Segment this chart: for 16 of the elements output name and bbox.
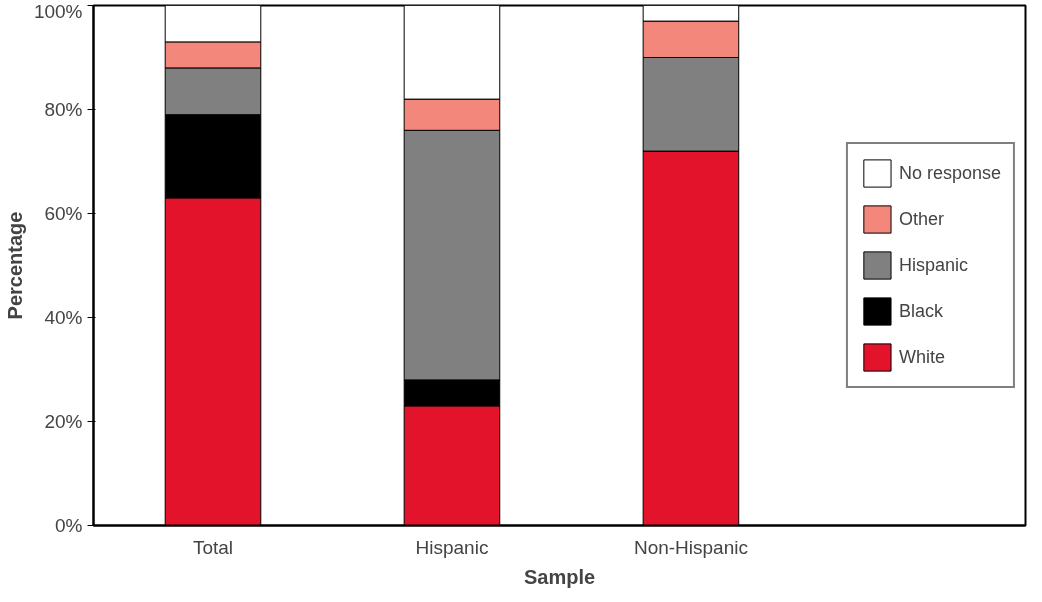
legend-label: Other bbox=[898, 208, 944, 230]
x-tick-label: Hispanic bbox=[415, 536, 489, 558]
y-tick-label: 100% bbox=[33, 0, 83, 22]
legend-label: Black bbox=[898, 300, 943, 322]
y-tick-label: 40% bbox=[44, 307, 83, 328]
legend-label: Hispanic bbox=[898, 254, 968, 276]
y-tick-label: 60% bbox=[44, 203, 83, 224]
x-tick-label: Total bbox=[192, 536, 234, 558]
y-tick-label: 0% bbox=[55, 515, 83, 536]
legend-label: White bbox=[898, 346, 945, 368]
legend-label: No response bbox=[898, 162, 1001, 184]
x-tick-label: Non-Hispanic bbox=[633, 536, 748, 558]
y-tick-label: 20% bbox=[44, 411, 83, 432]
y-tick-label: 80% bbox=[44, 99, 83, 120]
y-axis-title: Percentage bbox=[3, 211, 26, 320]
x-axis-title: Sample bbox=[523, 565, 596, 588]
